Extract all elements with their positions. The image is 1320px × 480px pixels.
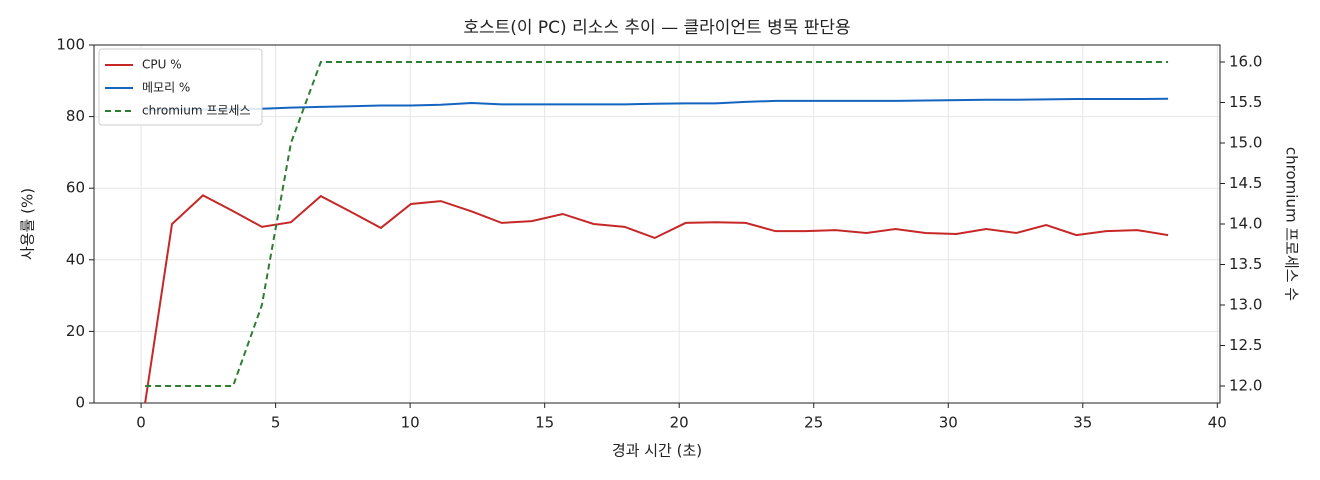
y-tick-label: 40 [66,250,85,268]
x-axis-label: 경과 시간 (초) [612,442,702,460]
series-line [145,97,1169,112]
chart-title: 호스트(이 PC) 리소스 추이 — 클라이언트 병목 판단용 [463,18,850,38]
y-tick-label: 0 [75,394,85,412]
y-tick-label: 100 [56,36,85,54]
x-tick-label: 30 [939,414,958,432]
legend-box [98,48,263,126]
y2-axis-label: chromium 프로세스 수 [1283,147,1301,301]
plot-frame [93,44,1221,404]
legend-label: CPU % [142,58,182,72]
y2-tick-label: 15.5 [1229,93,1262,111]
x-tick-label: 20 [670,414,689,432]
y2-tick-label: 12.5 [1229,336,1262,354]
y-axis-label: 사용률 (%) [19,188,37,260]
y2-tick-label: 13.5 [1229,255,1262,273]
x-tick-label: 10 [401,414,420,432]
legend-label: chromium 프로세스 [142,104,251,118]
x-tick-label: 40 [1208,414,1227,432]
y2-tick-label: 14.5 [1229,174,1262,192]
y2-tick-label: 16.0 [1229,53,1262,71]
series-line [144,194,1169,404]
x-tick-label: 25 [804,414,823,432]
y-tick-label: 80 [66,107,85,125]
y2-tick-label: 15.0 [1229,134,1262,152]
x-tick-label: 0 [136,414,146,432]
x-tick-label: 5 [271,414,281,432]
y2-tick-label: 12.0 [1229,376,1262,394]
x-tick-label: 15 [535,414,554,432]
y-tick-label: 20 [66,322,85,340]
y2-tick-label: 13.0 [1229,295,1262,313]
x-tick-label: 35 [1073,414,1092,432]
y-tick-label: 60 [66,179,85,197]
y2-tick-label: 14.0 [1229,215,1262,233]
series-line [145,61,1169,387]
legend-label: 메모리 % [142,81,190,95]
